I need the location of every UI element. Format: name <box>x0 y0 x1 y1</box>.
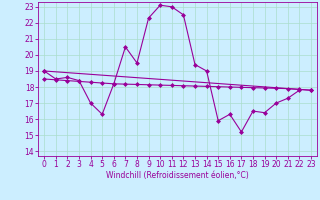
X-axis label: Windchill (Refroidissement éolien,°C): Windchill (Refroidissement éolien,°C) <box>106 171 249 180</box>
